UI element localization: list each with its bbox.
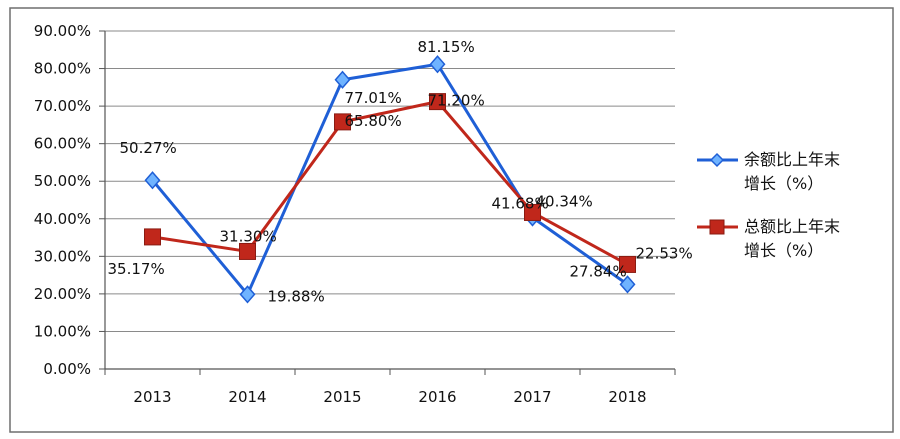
y-tick-label: 60.00% — [34, 135, 91, 153]
series-line-1 — [151, 62, 629, 296]
y-tick-label: 20.00% — [34, 285, 91, 303]
data-label: 77.01% — [345, 89, 402, 107]
data-point-square — [239, 242, 256, 260]
x-tick-label: 2018 — [608, 388, 646, 406]
y-tick-label: 40.00% — [34, 210, 91, 228]
y-tick-label: 10.00% — [34, 322, 91, 340]
data-label: 19.88% — [268, 287, 325, 305]
data-point-square — [334, 113, 351, 131]
data-point-diamond — [334, 70, 351, 89]
y-tick-label: 90.00% — [34, 22, 91, 40]
data-label: 40.34% — [536, 193, 593, 211]
data-point-diamond — [239, 285, 256, 304]
x-tick-label: 2013 — [133, 388, 171, 406]
y-tick-label: 30.00% — [34, 247, 91, 265]
data-point-square — [524, 203, 541, 221]
x-tick-label: 2016 — [418, 388, 456, 406]
chart-border — [9, 7, 894, 433]
data-label: 41.68% — [492, 194, 549, 212]
x-tick-label: 2017 — [513, 388, 551, 406]
data-point-square — [429, 93, 446, 111]
data-label: 22.53% — [636, 244, 693, 262]
series — [144, 55, 636, 304]
data-label: 31.30% — [220, 227, 277, 245]
data-point-square — [619, 255, 636, 273]
data-point-square — [144, 228, 161, 246]
data-label: 50.27% — [120, 139, 177, 157]
x-axis-ticks: 2013 2014 2015 2016 2017 2018 — [133, 388, 646, 406]
legend-label: 增长（%） — [744, 174, 823, 193]
data-point-diamond — [144, 171, 161, 190]
data-point-diamond — [619, 275, 636, 294]
y-tick-label: 80.00% — [34, 60, 91, 78]
data-label: 27.84% — [570, 262, 627, 280]
data-label: 81.15% — [418, 38, 475, 56]
x-tick-label: 2015 — [323, 388, 361, 406]
series-line-2 — [152, 100, 629, 266]
legend-label: 总额比上年末 — [744, 217, 840, 236]
data-label: 35.17% — [108, 260, 165, 278]
legend-marker-diamond — [709, 152, 725, 168]
legend-marker-square — [709, 219, 725, 235]
y-tick-label: 70.00% — [34, 97, 91, 115]
legend-label: 增长（%） — [744, 241, 823, 260]
y-tick-label: 0.00% — [43, 360, 91, 378]
data-label: 65.80% — [345, 112, 402, 130]
y-tick-label: 50.00% — [34, 172, 91, 190]
x-tick-label: 2014 — [228, 388, 266, 406]
axes — [99, 30, 676, 375]
data-point-diamond — [429, 55, 446, 74]
data-label: 71.20% — [428, 92, 485, 110]
legend-label: 余额比上年末 — [744, 150, 840, 169]
grid — [105, 30, 675, 332]
data-labels: 50.27% 19.88% 77.01% 81.15% 40.34% 22.53% 35.1… — [108, 38, 693, 305]
y-axis-ticks: 0.00% 10.00% 20.00% 30.00% 40.00% 50.00% 60.00… — [34, 22, 91, 378]
